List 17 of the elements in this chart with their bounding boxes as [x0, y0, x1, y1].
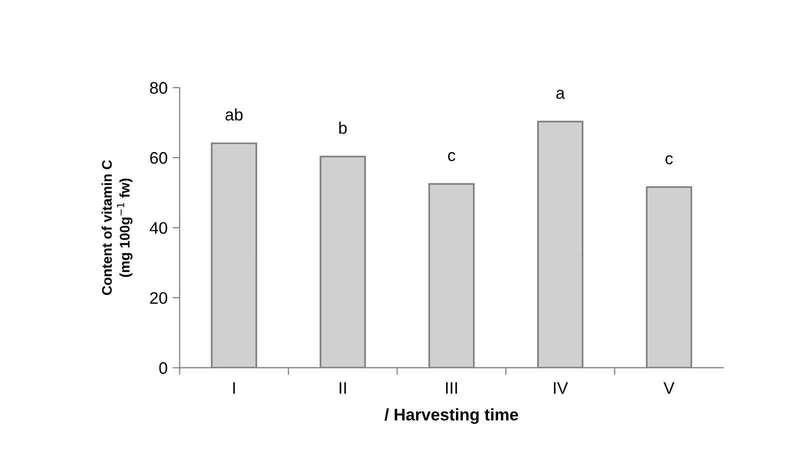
- x-tick-label: V: [664, 382, 674, 394]
- y-tick-label: 60: [150, 152, 168, 164]
- x-axis-title: / Harvesting time: [384, 408, 518, 424]
- x-tick-label: IV: [554, 382, 568, 394]
- x-tick-label: III: [446, 382, 457, 394]
- annotation: c: [666, 155, 673, 164]
- annotation: c: [448, 152, 456, 162]
- y-axis-title: Content of vitamin C (mg 100g$^{−1}$ fw): [102, 160, 132, 296]
- x-tick-label: I: [233, 382, 235, 394]
- y-tick-label: 40: [150, 222, 168, 234]
- annotation: b: [339, 122, 347, 134]
- y-tick-label: 0: [159, 362, 168, 374]
- annotation: a: [556, 90, 565, 99]
- y-tick-label: 20: [150, 292, 168, 304]
- annotation: ab: [225, 108, 243, 121]
- y-tick-label: 80: [150, 82, 168, 94]
- x-tick-label: II: [340, 382, 346, 394]
